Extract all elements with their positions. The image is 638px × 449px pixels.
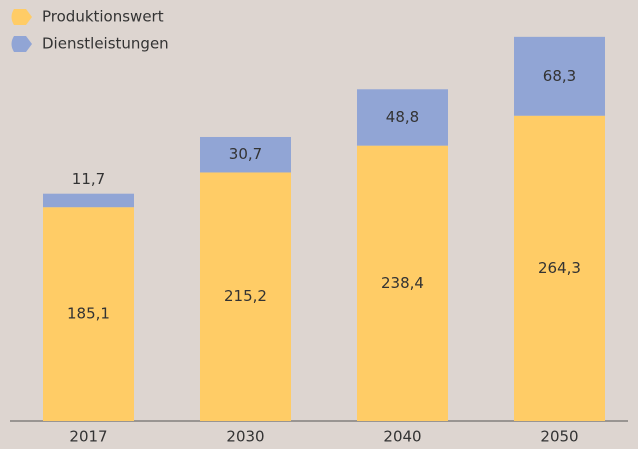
x-tick-label: 2017 bbox=[69, 428, 107, 446]
data-label: 68,3 bbox=[543, 67, 576, 85]
x-tick-label: 2050 bbox=[540, 428, 578, 446]
bar-segment bbox=[43, 207, 134, 421]
bar-segment bbox=[357, 89, 448, 146]
data-label: 11,7 bbox=[72, 170, 105, 188]
bar-segment bbox=[357, 145, 448, 421]
bar-segment bbox=[200, 172, 291, 421]
data-label: 48,8 bbox=[386, 108, 419, 126]
legend-swatch bbox=[11, 36, 32, 52]
bar-segment bbox=[514, 115, 605, 422]
bar-segment bbox=[200, 136, 291, 173]
data-label: 215,2 bbox=[224, 287, 267, 305]
bar-segment bbox=[514, 36, 605, 116]
bar-segment bbox=[43, 193, 134, 208]
data-label: 264,3 bbox=[538, 259, 581, 277]
data-label: 185,1 bbox=[67, 305, 110, 323]
legend-label: Produktionswert bbox=[42, 8, 164, 26]
x-tick-label: 2040 bbox=[383, 428, 421, 446]
data-label: 30,7 bbox=[229, 145, 262, 163]
x-tick-label: 2030 bbox=[226, 428, 264, 446]
legend-label: Dienstleistungen bbox=[42, 35, 169, 53]
data-label: 238,4 bbox=[381, 274, 424, 292]
legend-swatch bbox=[11, 9, 32, 25]
